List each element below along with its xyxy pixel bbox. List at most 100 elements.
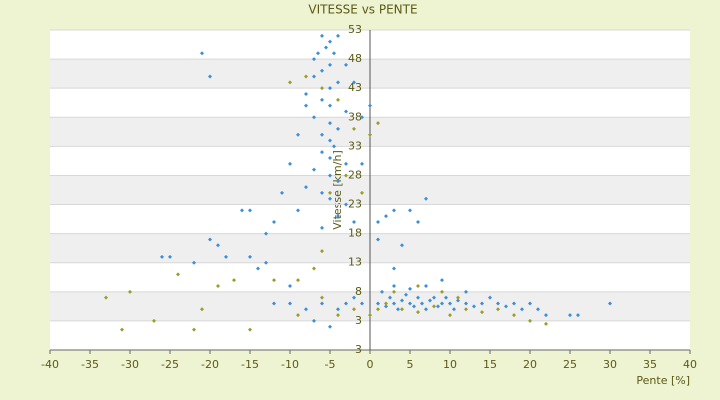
point [320, 132, 324, 137]
point [320, 86, 324, 91]
point [352, 80, 356, 85]
point [192, 260, 196, 265]
point [512, 313, 516, 318]
point [320, 33, 324, 38]
x-tick-label: 5 [407, 358, 414, 371]
point [104, 295, 108, 300]
point [416, 295, 420, 300]
point [480, 310, 484, 315]
point [304, 74, 308, 79]
point [408, 301, 412, 306]
y-tick-label: 48 [348, 52, 362, 65]
point [608, 301, 612, 306]
point [328, 196, 332, 201]
point [328, 324, 332, 329]
point [328, 190, 332, 195]
y-tick-label: 38 [348, 110, 362, 123]
point [296, 278, 300, 283]
point [316, 51, 320, 56]
point [464, 307, 468, 312]
point [436, 304, 440, 309]
point [328, 121, 332, 126]
point [448, 313, 452, 318]
point [416, 284, 420, 288]
point [272, 220, 276, 224]
point [416, 310, 420, 315]
point [528, 318, 532, 323]
point [376, 307, 380, 312]
y-tick-label: 33 [348, 139, 362, 152]
point [168, 254, 172, 259]
point [200, 307, 204, 312]
point [440, 301, 444, 306]
point [488, 295, 492, 300]
point [352, 220, 356, 224]
point [464, 289, 468, 294]
point [388, 295, 392, 300]
point [208, 74, 212, 79]
point [296, 313, 300, 318]
point [416, 220, 420, 224]
point [232, 278, 236, 283]
point [384, 301, 388, 306]
point [288, 80, 292, 85]
point [336, 97, 340, 102]
point [320, 225, 324, 230]
point [368, 103, 372, 108]
point [320, 295, 324, 300]
point [520, 307, 524, 312]
point [496, 301, 500, 306]
point [312, 74, 316, 79]
point [312, 167, 316, 172]
x-tick-label: -5 [325, 358, 336, 371]
point [464, 301, 468, 306]
y-tick-label: 43 [348, 81, 362, 94]
point [332, 144, 336, 149]
point [192, 327, 196, 332]
point [392, 284, 396, 288]
x-tick-label: 10 [443, 358, 457, 371]
point [408, 286, 412, 291]
point [128, 289, 132, 294]
point [576, 313, 580, 318]
point [324, 45, 328, 50]
point [428, 298, 432, 303]
point [296, 208, 300, 213]
point [400, 243, 404, 248]
point [444, 295, 448, 300]
point [424, 196, 428, 201]
point [328, 173, 332, 178]
point [456, 298, 460, 303]
point [412, 304, 416, 309]
point [312, 57, 316, 62]
point [216, 243, 220, 248]
point [312, 266, 316, 271]
point [360, 115, 364, 120]
point [256, 266, 260, 271]
point [344, 301, 348, 306]
point [328, 62, 332, 67]
y-tick-label: 3 [355, 314, 362, 327]
point [332, 51, 336, 56]
y-tick-label: 28 [348, 168, 362, 181]
point [320, 97, 324, 102]
point [344, 161, 348, 166]
point [336, 313, 340, 318]
y-tick-label: 53 [348, 23, 362, 36]
point [336, 307, 340, 312]
x-tick-label: -20 [201, 358, 219, 371]
x-tick-label: -15 [241, 358, 259, 371]
x-tick-label: 15 [483, 358, 497, 371]
x-tick-label: -30 [121, 358, 139, 371]
point [352, 295, 356, 300]
y-tick-label: 8 [355, 285, 362, 298]
y-tick-label: 18 [348, 227, 362, 240]
point [344, 173, 348, 178]
point [216, 284, 220, 288]
chart-title: VITESSE vs PENTE [308, 3, 417, 17]
point [336, 179, 340, 184]
point [432, 304, 436, 309]
point [304, 185, 308, 190]
point [392, 289, 396, 294]
